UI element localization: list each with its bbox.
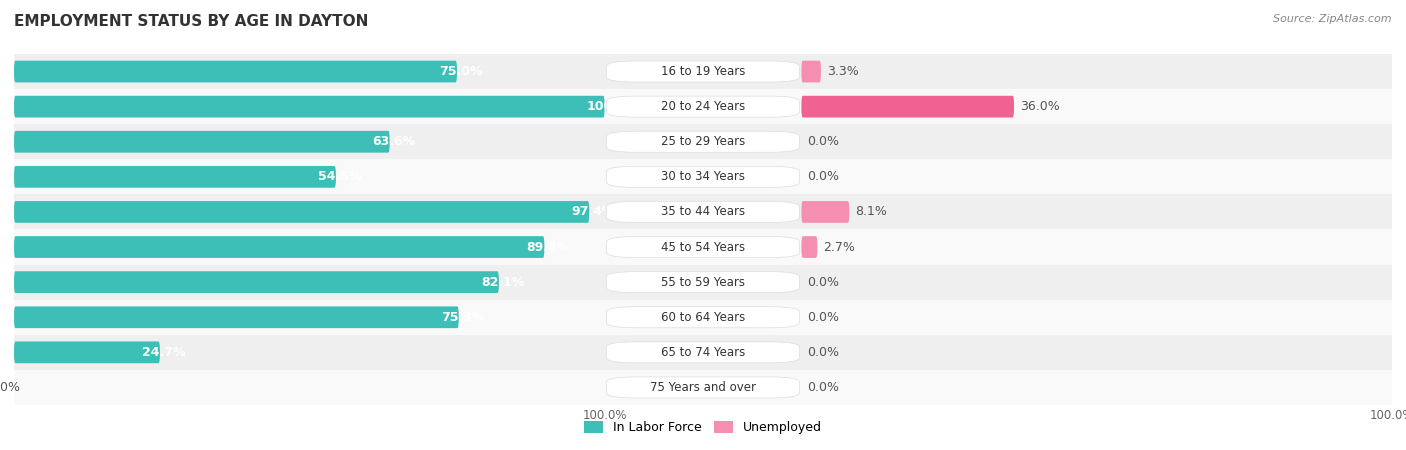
Text: 65 to 74 Years: 65 to 74 Years xyxy=(661,346,745,359)
Text: 30 to 34 Years: 30 to 34 Years xyxy=(661,171,745,183)
Text: 100.0%: 100.0% xyxy=(586,100,640,113)
Text: 60 to 64 Years: 60 to 64 Years xyxy=(661,311,745,324)
Text: 20 to 24 Years: 20 to 24 Years xyxy=(661,100,745,113)
FancyBboxPatch shape xyxy=(605,54,801,89)
Text: 54.5%: 54.5% xyxy=(318,171,361,183)
FancyBboxPatch shape xyxy=(606,377,800,398)
Text: 3.3%: 3.3% xyxy=(827,65,859,78)
Text: EMPLOYMENT STATUS BY AGE IN DAYTON: EMPLOYMENT STATUS BY AGE IN DAYTON xyxy=(14,14,368,28)
FancyBboxPatch shape xyxy=(605,335,801,370)
Text: 0.0%: 0.0% xyxy=(807,381,839,394)
FancyBboxPatch shape xyxy=(801,96,1014,117)
FancyBboxPatch shape xyxy=(605,370,801,405)
FancyBboxPatch shape xyxy=(801,236,817,258)
FancyBboxPatch shape xyxy=(606,307,800,328)
FancyBboxPatch shape xyxy=(801,61,821,82)
FancyBboxPatch shape xyxy=(801,194,1392,230)
Text: 0.0%: 0.0% xyxy=(807,276,839,288)
FancyBboxPatch shape xyxy=(14,159,605,194)
FancyBboxPatch shape xyxy=(14,54,605,89)
FancyBboxPatch shape xyxy=(14,96,605,117)
FancyBboxPatch shape xyxy=(605,89,801,124)
Text: 82.1%: 82.1% xyxy=(481,276,524,288)
Text: 45 to 54 Years: 45 to 54 Years xyxy=(661,241,745,253)
FancyBboxPatch shape xyxy=(801,159,1392,194)
FancyBboxPatch shape xyxy=(606,342,800,363)
FancyBboxPatch shape xyxy=(801,370,1392,405)
FancyBboxPatch shape xyxy=(14,201,589,223)
FancyBboxPatch shape xyxy=(801,300,1392,335)
FancyBboxPatch shape xyxy=(14,89,605,124)
FancyBboxPatch shape xyxy=(14,300,605,335)
Text: 0.0%: 0.0% xyxy=(807,135,839,148)
Text: 75.3%: 75.3% xyxy=(441,311,485,324)
Text: 97.4%: 97.4% xyxy=(571,206,614,218)
FancyBboxPatch shape xyxy=(606,131,800,152)
Text: 89.8%: 89.8% xyxy=(527,241,569,253)
FancyBboxPatch shape xyxy=(14,265,605,300)
FancyBboxPatch shape xyxy=(14,61,457,82)
FancyBboxPatch shape xyxy=(606,96,800,117)
FancyBboxPatch shape xyxy=(606,166,800,187)
FancyBboxPatch shape xyxy=(606,237,800,257)
FancyBboxPatch shape xyxy=(801,230,1392,265)
Text: 0.0%: 0.0% xyxy=(0,381,20,394)
FancyBboxPatch shape xyxy=(14,335,605,370)
Text: 75.0%: 75.0% xyxy=(439,65,482,78)
FancyBboxPatch shape xyxy=(14,131,389,153)
Text: 2.7%: 2.7% xyxy=(824,241,855,253)
Legend: In Labor Force, Unemployed: In Labor Force, Unemployed xyxy=(579,416,827,439)
FancyBboxPatch shape xyxy=(14,306,458,328)
FancyBboxPatch shape xyxy=(14,166,336,188)
FancyBboxPatch shape xyxy=(801,335,1392,370)
FancyBboxPatch shape xyxy=(14,194,605,230)
Text: 25 to 29 Years: 25 to 29 Years xyxy=(661,135,745,148)
FancyBboxPatch shape xyxy=(801,124,1392,159)
FancyBboxPatch shape xyxy=(14,236,544,258)
FancyBboxPatch shape xyxy=(14,124,605,159)
FancyBboxPatch shape xyxy=(605,194,801,230)
Text: 0.0%: 0.0% xyxy=(807,346,839,359)
FancyBboxPatch shape xyxy=(606,272,800,292)
Text: 0.0%: 0.0% xyxy=(807,311,839,324)
Text: 24.7%: 24.7% xyxy=(142,346,186,359)
FancyBboxPatch shape xyxy=(14,271,499,293)
Text: 16 to 19 Years: 16 to 19 Years xyxy=(661,65,745,78)
FancyBboxPatch shape xyxy=(801,54,1392,89)
FancyBboxPatch shape xyxy=(801,89,1392,124)
Text: 55 to 59 Years: 55 to 59 Years xyxy=(661,276,745,288)
FancyBboxPatch shape xyxy=(606,61,800,82)
Text: 8.1%: 8.1% xyxy=(855,206,887,218)
Text: 63.6%: 63.6% xyxy=(373,135,415,148)
FancyBboxPatch shape xyxy=(605,159,801,194)
FancyBboxPatch shape xyxy=(801,201,849,223)
Text: 75 Years and over: 75 Years and over xyxy=(650,381,756,394)
FancyBboxPatch shape xyxy=(605,124,801,159)
FancyBboxPatch shape xyxy=(605,300,801,335)
FancyBboxPatch shape xyxy=(605,265,801,300)
Text: 0.0%: 0.0% xyxy=(807,171,839,183)
Text: 36.0%: 36.0% xyxy=(1019,100,1060,113)
FancyBboxPatch shape xyxy=(14,230,605,265)
Text: 35 to 44 Years: 35 to 44 Years xyxy=(661,206,745,218)
FancyBboxPatch shape xyxy=(606,202,800,222)
FancyBboxPatch shape xyxy=(14,370,605,405)
Text: Source: ZipAtlas.com: Source: ZipAtlas.com xyxy=(1274,14,1392,23)
FancyBboxPatch shape xyxy=(605,230,801,265)
FancyBboxPatch shape xyxy=(801,265,1392,300)
FancyBboxPatch shape xyxy=(14,342,160,363)
